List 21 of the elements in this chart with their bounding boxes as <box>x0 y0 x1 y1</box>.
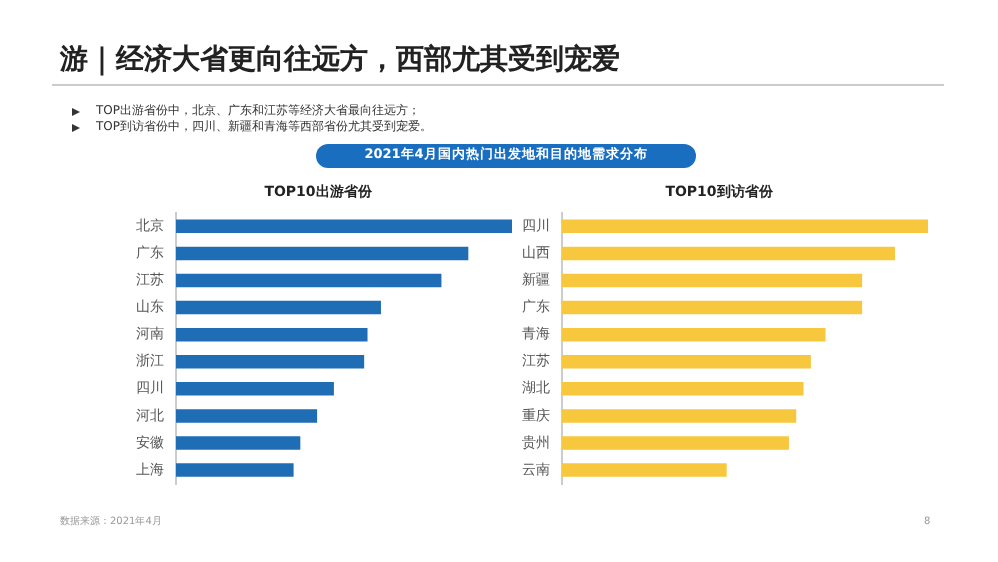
bar <box>176 273 442 288</box>
bar <box>176 219 512 234</box>
text: 游｜经济大省更向往远方，西部尤其受到宠爱 <box>60 44 620 78</box>
bar <box>176 246 469 261</box>
bar <box>176 436 301 450</box>
bar <box>562 382 804 396</box>
bar <box>562 273 863 288</box>
bar <box>562 300 863 315</box>
bar <box>562 354 811 369</box>
bar <box>176 382 334 396</box>
bar <box>562 327 826 342</box>
bar <box>562 246 896 261</box>
bar <box>562 219 928 234</box>
bar <box>176 354 365 369</box>
bar <box>562 463 727 477</box>
bar <box>176 463 294 477</box>
bar <box>176 409 318 423</box>
bar <box>176 327 368 342</box>
bar <box>176 300 381 315</box>
bar <box>562 409 797 423</box>
bar <box>562 436 789 450</box>
